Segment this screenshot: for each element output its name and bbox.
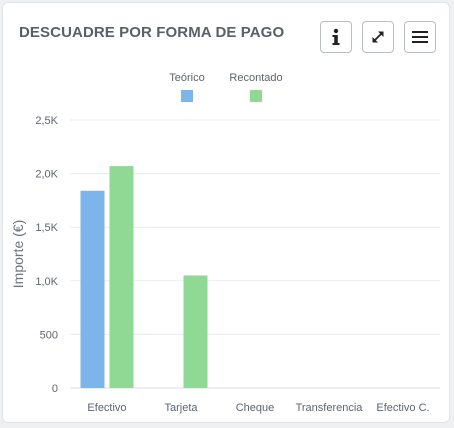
- menu-button[interactable]: [404, 21, 436, 53]
- y-tick-label: 2,0K: [35, 169, 58, 181]
- info-button[interactable]: [320, 21, 352, 53]
- expand-icon: [372, 31, 384, 43]
- y-tick-label: 500: [40, 329, 58, 341]
- x-tick-label: Efectivo: [87, 402, 126, 414]
- x-tick-label: Cheque: [236, 402, 275, 414]
- legend-swatch: [250, 90, 262, 102]
- y-axis-title: Importe (€): [10, 220, 26, 288]
- x-tick-label: Efectivo C.: [376, 402, 429, 414]
- y-tick-label: 1,5K: [35, 222, 58, 234]
- hamburger-menu-icon: [412, 31, 428, 43]
- y-tick-label: 2,5K: [35, 115, 58, 127]
- y-tick-label: 0: [52, 383, 58, 395]
- chart-card: DESCUADRE POR FORMA DE PAGO: [2, 2, 450, 423]
- legend-label: Teórico: [169, 72, 204, 84]
- x-tick-label: Transferencia: [296, 402, 364, 414]
- info-icon: [332, 28, 340, 45]
- bar-te-rico: [80, 190, 105, 388]
- legend-label: Recontado: [229, 72, 282, 84]
- x-tick-label: Tarjeta: [164, 402, 198, 414]
- legend-swatch: [181, 90, 193, 102]
- bar-recontado: [109, 166, 134, 388]
- bar-recontado: [183, 275, 208, 388]
- y-tick-label: 1,0K: [35, 276, 58, 288]
- expand-button[interactable]: [362, 21, 394, 53]
- chart-title: DESCUADRE POR FORMA DE PAGO: [19, 24, 285, 41]
